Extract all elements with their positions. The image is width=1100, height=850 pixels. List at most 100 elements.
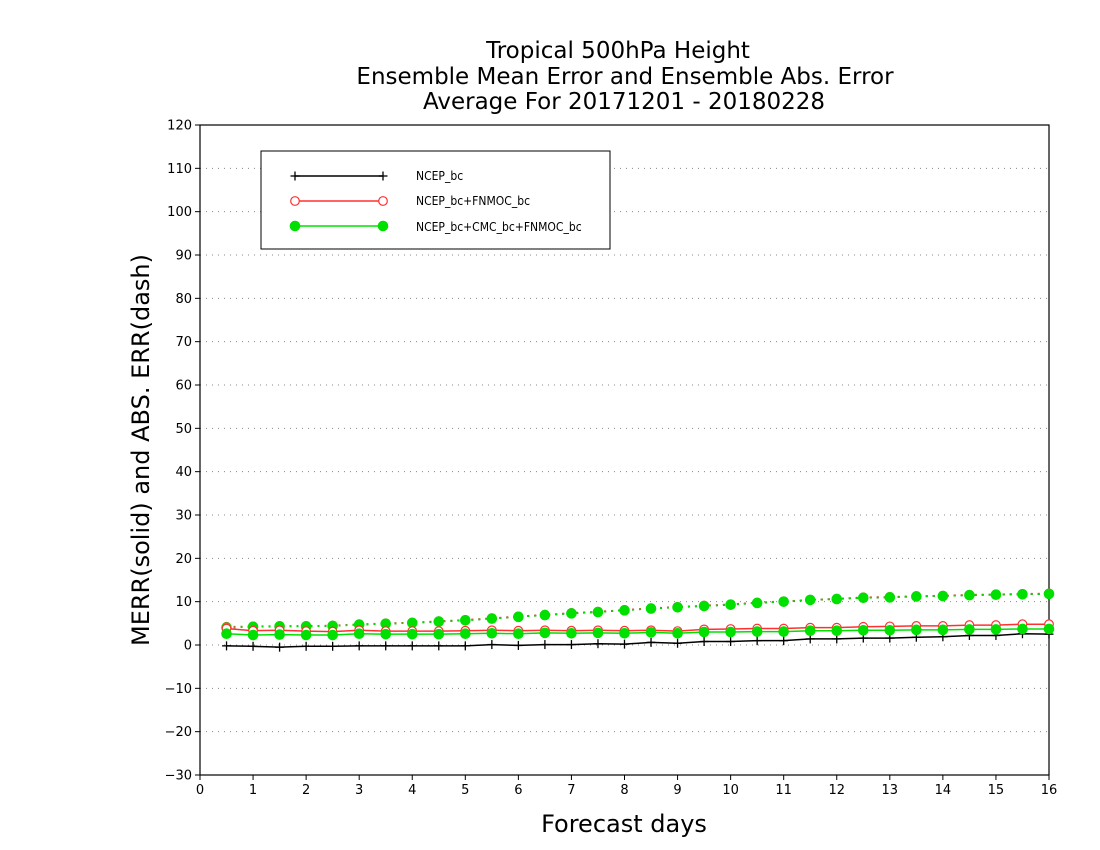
- y-tick-label: −10: [165, 682, 192, 697]
- merr-point: [857, 624, 869, 636]
- abs-err-point: [990, 589, 1002, 601]
- abs-err-point: [911, 591, 922, 602]
- x-tick-label: 2: [302, 783, 310, 798]
- abs-err-point: [937, 590, 949, 602]
- x-tick-label: 15: [988, 783, 1005, 798]
- merr-point: [566, 640, 576, 650]
- y-tick-label: 10: [175, 595, 192, 610]
- merr-point: [566, 628, 577, 639]
- legend-label-1: NCEP_bc: [416, 169, 463, 183]
- merr-point: [407, 641, 417, 651]
- abs-err-point: [857, 592, 869, 604]
- merr-point: [751, 626, 763, 637]
- merr-point: [699, 637, 709, 647]
- abs-err-point: [778, 596, 789, 607]
- merr-point: [327, 629, 338, 641]
- legend-box: [260, 150, 611, 250]
- merr-point: [645, 627, 657, 638]
- legend-marker: [289, 220, 301, 232]
- y-tick-label: 30: [175, 509, 192, 524]
- x-tick-label: 6: [514, 783, 522, 798]
- merr-point: [513, 628, 524, 640]
- abs-err-point: [1043, 588, 1055, 600]
- abs-err-point: [433, 616, 445, 627]
- legend-marker: [378, 171, 388, 181]
- y-axis-label: MERR(solid) and ABS. ERR(dash): [127, 254, 155, 646]
- x-tick-label: 12: [828, 783, 845, 798]
- merr-point: [354, 641, 364, 651]
- abs-err-point: [804, 594, 816, 606]
- abs-err-point: [619, 605, 630, 616]
- chart-title-line-3: Average For 20171201 - 20180228: [423, 89, 825, 115]
- y-tick-label: 90: [175, 249, 192, 264]
- x-axis-ticks: 0 1 2 3 4 5 6 7 8 9 10 11 12 13 14 15 16: [196, 775, 1057, 798]
- abs-err-point: [751, 597, 763, 609]
- abs-err-point: [592, 606, 604, 618]
- merr-point: [221, 628, 232, 640]
- abs-err-line: [226, 592, 1050, 628]
- merr-point: [434, 641, 444, 651]
- y-tick-label: 0: [184, 639, 192, 654]
- x-tick-label: 1: [249, 783, 257, 798]
- y-tick-label: 20: [175, 552, 192, 567]
- plot-frame: [199, 124, 1050, 776]
- legend-marker: [290, 196, 300, 206]
- merr-point: [619, 628, 630, 639]
- merr-line: [226, 632, 1050, 648]
- merr-point: [698, 626, 710, 638]
- merr-point: [1017, 623, 1028, 635]
- merr-point: [725, 626, 736, 638]
- abs-err-point: [964, 589, 975, 601]
- series-merr-3: [221, 623, 1055, 641]
- abs-err-point: [672, 602, 683, 613]
- legend-sample-1: [290, 171, 388, 181]
- y-tick-label: 110: [167, 162, 192, 177]
- y-tick-label: 50: [175, 422, 192, 437]
- x-tick-label: 0: [196, 783, 204, 798]
- abs-err-point: [645, 603, 657, 614]
- merr-point: [673, 638, 683, 648]
- merr-point: [460, 641, 470, 651]
- merr-point: [1043, 623, 1055, 635]
- merr-point: [487, 640, 497, 650]
- y-tick-label: 70: [175, 335, 192, 350]
- abs-err-point: [884, 592, 896, 603]
- chart-title-line-1: Tropical 500hPa Height: [485, 38, 750, 64]
- merr-point: [726, 637, 736, 647]
- legend-sample-3: [289, 220, 389, 232]
- x-tick-label: 8: [620, 783, 628, 798]
- abs-err-line: [226, 593, 1050, 629]
- merr-point: [222, 641, 232, 651]
- x-tick-label: 3: [355, 783, 363, 798]
- merr-point: [593, 639, 603, 649]
- legend-sample-2: [290, 196, 388, 206]
- merr-point: [275, 642, 285, 652]
- legend-label-3: NCEP_bc+CMC_bc+FNMOC_bc: [416, 220, 582, 234]
- legend-marker: [377, 220, 389, 232]
- merr-point: [646, 637, 656, 647]
- merr-point: [540, 640, 550, 650]
- y-tick-label: 40: [175, 465, 192, 480]
- y-tick-label: 120: [167, 119, 192, 134]
- merr-point: [381, 641, 391, 651]
- merr-point: [460, 628, 471, 640]
- abs-err-point: [486, 613, 498, 624]
- merr-point: [831, 625, 843, 637]
- merr-point: [539, 627, 551, 639]
- merr-point: [274, 629, 285, 640]
- merr-point: [911, 624, 922, 636]
- merr-point: [778, 626, 789, 637]
- x-tick-label: 5: [461, 783, 469, 798]
- merr-point: [247, 629, 259, 641]
- x-tick-label: 4: [408, 783, 416, 798]
- abs-err-point: [831, 593, 843, 605]
- y-tick-label: −20: [165, 725, 192, 740]
- x-tick-label: 16: [1041, 783, 1058, 798]
- abs-err-point: [513, 611, 524, 623]
- merr-point: [353, 628, 365, 640]
- merr-point: [592, 627, 604, 639]
- x-tick-label: 11: [775, 783, 792, 798]
- x-tick-label: 9: [673, 783, 681, 798]
- legend-marker: [290, 171, 300, 181]
